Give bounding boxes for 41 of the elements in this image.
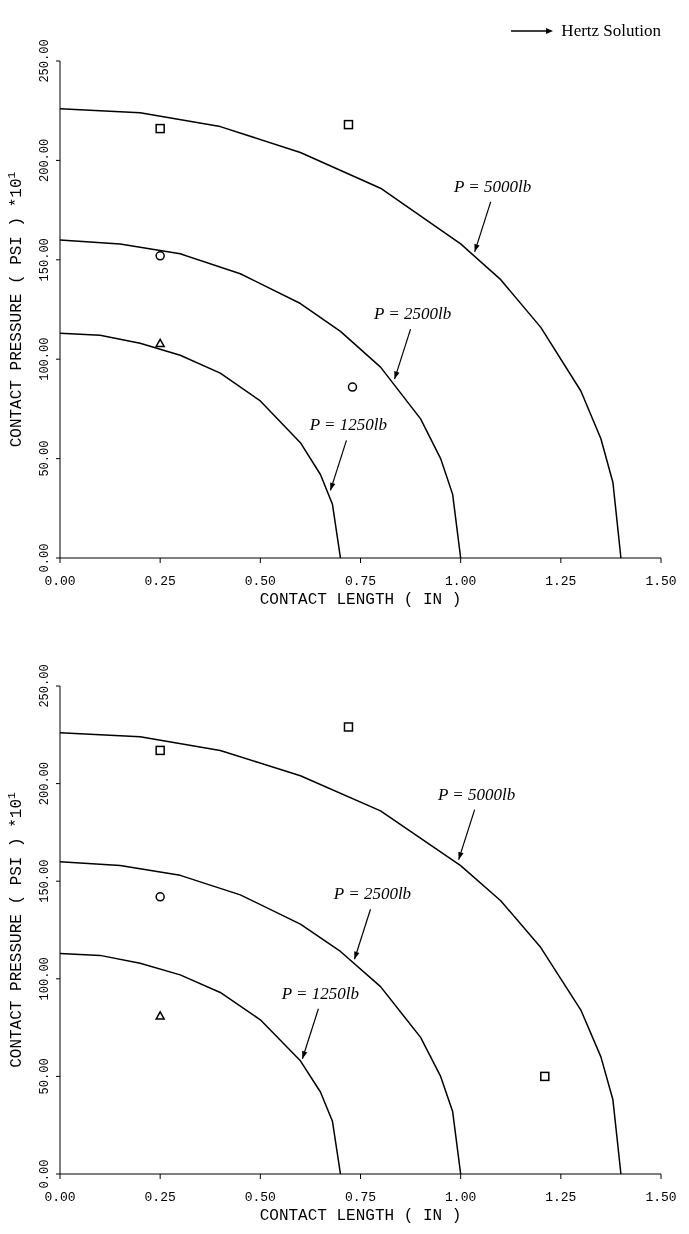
y-tick-label: 250.00: [38, 664, 52, 708]
x-tick-label: 0.75: [344, 574, 377, 589]
point: [155, 338, 165, 348]
point: [155, 123, 165, 134]
x-tick-label: 0.50: [244, 1190, 276, 1205]
point: [343, 119, 354, 130]
x-tick-label: 1.00: [445, 574, 477, 589]
annotation: P = 5000lb: [437, 784, 516, 804]
annotation: P = 2500lb: [332, 884, 412, 904]
point: [155, 251, 165, 261]
point: [343, 722, 354, 732]
x-axis-title: CONTACT LENGTH ( IN ): [259, 591, 462, 609]
annotation: P = 1250lb: [308, 415, 388, 435]
y-tick-label: 100.00: [38, 957, 52, 1001]
legend-label: Hertz Solution: [561, 21, 661, 41]
x-tick-label: 1.50: [645, 574, 677, 589]
x-axis-title: CONTACT LENGTH ( IN ): [259, 1207, 462, 1225]
y-tick-label: 100.00: [38, 337, 52, 381]
y-tick-label: 200.00: [38, 138, 52, 183]
annotation: P = 2500lb: [372, 304, 452, 324]
y-tick-label: 50.00: [38, 440, 52, 477]
x-tick-label: 1.00: [445, 1190, 477, 1205]
point: [155, 1011, 165, 1020]
x-tick-label: 1.50: [645, 1190, 677, 1205]
y-tick-label: 50.00: [38, 1058, 52, 1095]
x-tick-label: 0.50: [244, 574, 276, 589]
y-tick-label: 250.00: [38, 39, 52, 83]
y-tick-label: 200.00: [38, 761, 52, 806]
x-tick-label: 1.25: [545, 1190, 577, 1205]
x-tick-label: 0.25: [144, 574, 176, 589]
y-tick-label: 150.00: [38, 859, 52, 903]
x-tick-label: 1.25: [545, 574, 577, 589]
x-tick-label: 0.75: [344, 1190, 377, 1205]
point: [540, 1071, 550, 1082]
point: [347, 382, 358, 392]
annotation: P = 5000lb: [453, 176, 532, 196]
point: [155, 892, 165, 902]
x-tick-label: 0.25: [144, 1190, 176, 1205]
point: [155, 745, 165, 756]
annotation: P = 1250lb: [280, 983, 360, 1003]
y-tick-label: 150.00: [38, 238, 52, 282]
